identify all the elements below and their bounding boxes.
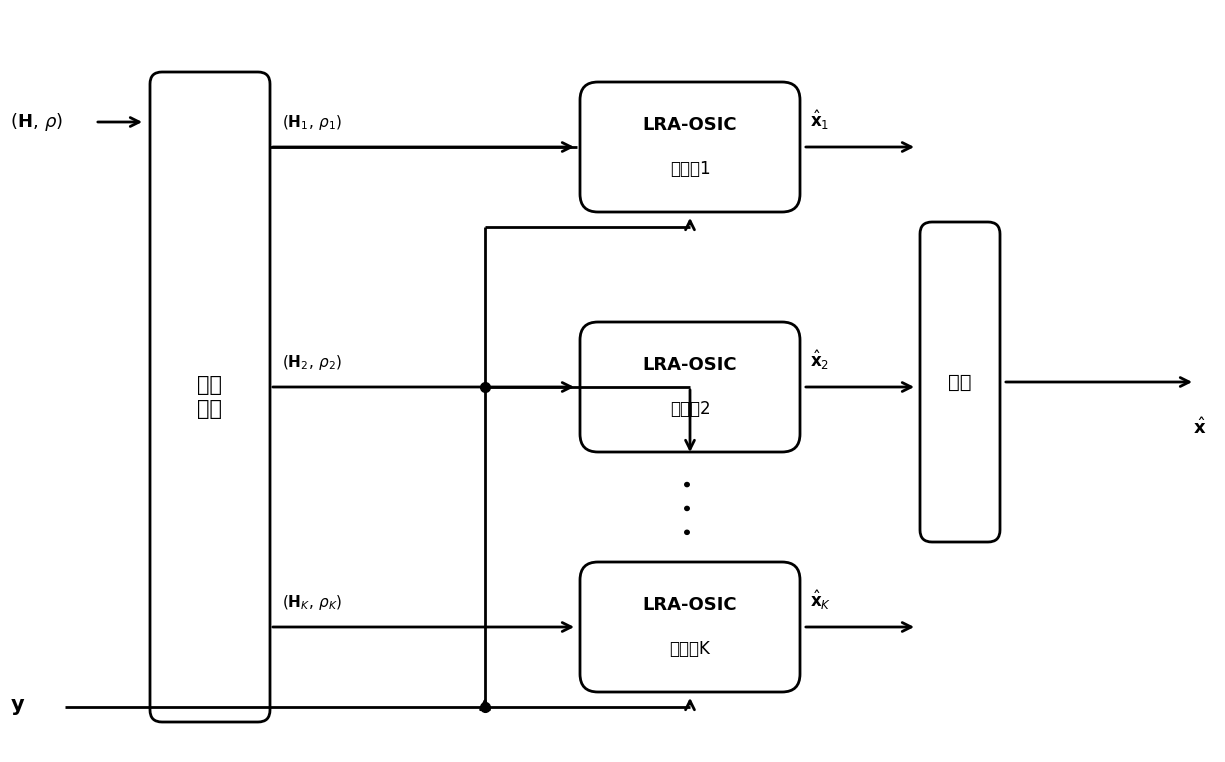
Text: 选择: 选择 [948, 373, 971, 392]
FancyBboxPatch shape [579, 82, 800, 212]
FancyBboxPatch shape [579, 562, 800, 692]
Text: LRA-OSIC: LRA-OSIC [643, 116, 737, 134]
Text: $\hat{\mathbf{x}}$: $\hat{\mathbf{x}}$ [1193, 417, 1207, 437]
Text: $\mathbf{y}$: $\mathbf{y}$ [10, 697, 26, 717]
Text: 检测器K: 检测器K [670, 640, 710, 658]
Text: $\hat{\mathbf{x}}_2$: $\hat{\mathbf{x}}_2$ [810, 348, 829, 372]
Text: LRA-OSIC: LRA-OSIC [643, 356, 737, 374]
Text: 检测器2: 检测器2 [670, 400, 710, 418]
Text: $(\mathbf{H}_1,\,\rho_1)$: $(\mathbf{H}_1,\,\rho_1)$ [282, 113, 342, 132]
Text: •  •  •: • • • [681, 478, 699, 536]
FancyBboxPatch shape [920, 222, 1000, 542]
Text: $(\mathbf{H},\,\rho)$: $(\mathbf{H},\,\rho)$ [10, 111, 64, 133]
Text: $(\mathbf{H}_K,\,\rho_K)$: $(\mathbf{H}_K,\,\rho_K)$ [282, 593, 342, 612]
FancyBboxPatch shape [579, 322, 800, 452]
Text: $(\mathbf{H}_2,\,\rho_2)$: $(\mathbf{H}_2,\,\rho_2)$ [282, 353, 342, 372]
Text: $\hat{\mathbf{x}}_K$: $\hat{\mathbf{x}}_K$ [810, 588, 832, 612]
Text: $\hat{\mathbf{x}}_1$: $\hat{\mathbf{x}}_1$ [810, 108, 829, 132]
Text: 模型
扰动: 模型 扰动 [197, 376, 223, 418]
FancyBboxPatch shape [149, 72, 270, 722]
Text: 检测器1: 检测器1 [670, 160, 710, 178]
Text: LRA-OSIC: LRA-OSIC [643, 596, 737, 614]
